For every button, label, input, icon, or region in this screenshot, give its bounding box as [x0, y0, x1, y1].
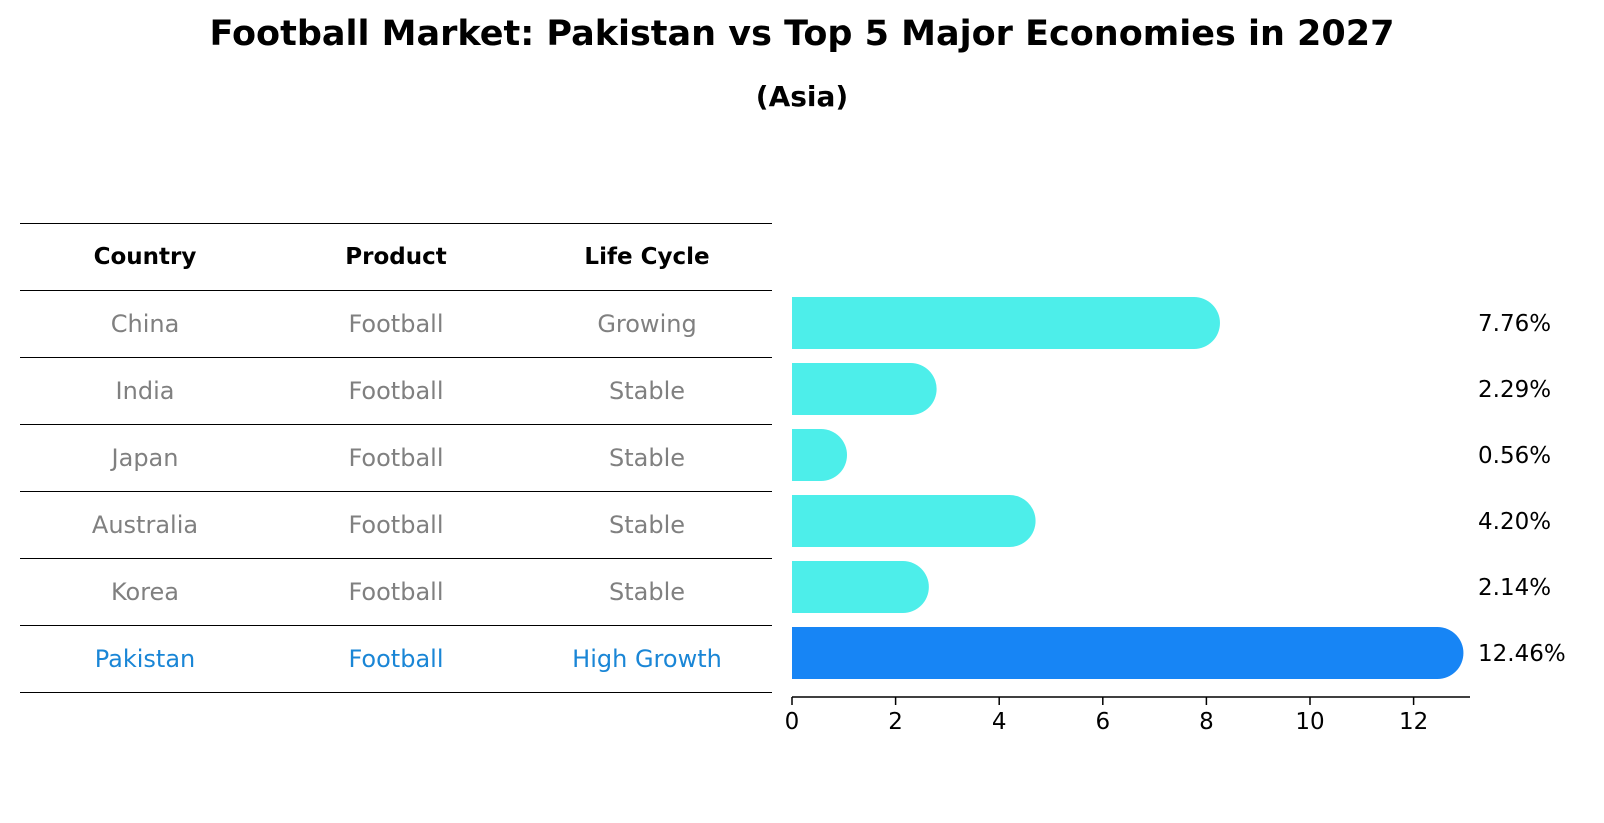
table-row: Australia Football Stable — [20, 491, 772, 558]
cell-life-cycle: Stable — [608, 377, 686, 405]
cell-life-cycle: Stable — [608, 578, 686, 606]
header-life-cycle: Life Cycle — [584, 244, 710, 270]
header-product: Product — [345, 244, 447, 270]
value-label-japan: 0.56% — [1478, 443, 1551, 469]
chart-subtitle: (Asia) — [755, 80, 849, 113]
cell-life-cycle: Stable — [608, 511, 686, 539]
cell-product: Football — [348, 310, 444, 338]
bar-korea — [792, 561, 929, 613]
x-tick-label: 0 — [785, 709, 800, 735]
cell-country: India — [115, 377, 175, 405]
value-label-korea: 2.14% — [1478, 575, 1551, 601]
x-tick-label: 12 — [1399, 709, 1428, 735]
x-tick-label: 4 — [992, 709, 1007, 735]
cell-product: Football — [348, 444, 444, 472]
bar-pakistan — [792, 627, 1464, 679]
table-row: Korea Football Stable — [20, 558, 772, 625]
cell-product: Football — [348, 511, 444, 539]
cell-life-cycle: Growing — [597, 310, 697, 338]
value-label-pakistan: 12.46% — [1478, 641, 1566, 667]
cell-product: Football — [348, 578, 444, 606]
x-tick-label: 6 — [1095, 709, 1110, 735]
table-row: India Football Stable — [20, 357, 772, 424]
header-country: Country — [93, 244, 197, 270]
value-label-china: 7.76% — [1478, 311, 1551, 337]
cell-country: Pakistan — [94, 645, 196, 673]
cell-product: Football — [348, 645, 444, 673]
cell-product: Football — [348, 377, 444, 405]
bar-japan — [792, 429, 848, 481]
x-tick-label: 2 — [888, 709, 903, 735]
chart-title: Football Market: Pakistan vs Top 5 Major… — [209, 14, 1395, 54]
table-row: Japan Football Stable — [20, 424, 772, 491]
bar-australia — [792, 495, 1036, 547]
table-header-row: Country Product Life Cycle — [20, 223, 772, 290]
value-label-india: 2.29% — [1478, 377, 1551, 403]
bar-india — [792, 363, 937, 415]
table-row-highlight: Pakistan Football High Growth — [20, 625, 772, 693]
cell-life-cycle: Stable — [608, 444, 686, 472]
table-row: China Football Growing — [20, 290, 772, 357]
cell-country: Japan — [111, 444, 179, 472]
cell-life-cycle: High Growth — [572, 645, 722, 673]
value-label-australia: 4.20% — [1478, 509, 1551, 535]
market-table: Country Product Life Cycle China Footbal… — [20, 223, 772, 693]
cell-country: Korea — [110, 578, 180, 606]
cell-country: Australia — [91, 511, 199, 539]
x-tick-label: 8 — [1199, 709, 1214, 735]
bar-china — [792, 297, 1220, 349]
x-tick-label: 10 — [1295, 709, 1324, 735]
cell-country: China — [110, 310, 180, 338]
